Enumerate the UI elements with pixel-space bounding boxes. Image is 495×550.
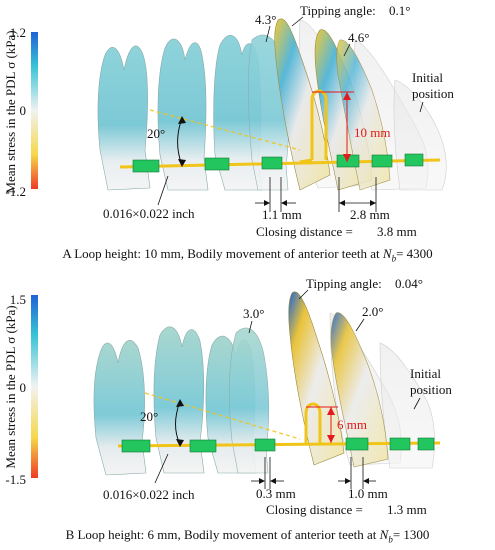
colorbar-zero-label: 0: [20, 103, 27, 118]
gap-annotations: 1.1 mm 2.8 mm Closing distance = 3.8 mm: [255, 177, 417, 239]
anterior-teeth: [274, 18, 391, 191]
closing-distance-value: 1.3 mm: [387, 502, 427, 517]
bracket: [261, 156, 283, 170]
colorbar-max-label: 1.2: [10, 25, 26, 40]
svg-text:Initial: Initial: [412, 70, 443, 85]
panel-a: 1.2 0 -1.2 Mean stress in the PDL σ (kPa…: [0, 0, 495, 270]
gap-small-label: 1.1 mm: [262, 207, 302, 222]
incisor-tooth: [274, 18, 331, 191]
closing-loop: [304, 402, 322, 443]
tipping-angle-left: 3.0°: [243, 306, 264, 321]
canine-tooth: [229, 327, 270, 474]
angle-label: 20°: [140, 409, 158, 424]
caption-letter: B: [65, 527, 75, 542]
panel-b: 1.5 0 -1.5 Mean stress in the PDL σ (kPa…: [0, 273, 495, 550]
bracket: [254, 438, 276, 452]
wire-size-annotation: 0.016×0.022 inch: [103, 175, 195, 221]
gap-annotations: 0.3 mm 1.0 mm Closing distance = 1.3 mm: [251, 457, 427, 517]
loop-height-annotation: 6 mm: [306, 406, 367, 443]
brackets: [132, 153, 424, 173]
colorbar-min-label: -1.5: [5, 472, 26, 487]
caption-text: Loop height: 10 mm, Bodily movement of a…: [74, 246, 380, 261]
caption-n-value: = 4300: [396, 246, 433, 261]
colorbar-min-label: -1.2: [5, 184, 26, 199]
panel-b-figure: 1.5 0 -1.5 Mean stress in the PDL σ (kPa…: [3, 276, 452, 517]
closing-distance-prefix: Closing distance =: [266, 502, 363, 517]
molar-tooth: [93, 340, 147, 476]
wire-size-label: 0.016×0.022 inch: [103, 487, 195, 502]
anterior-teeth: [288, 291, 389, 468]
caption-n-value: = 1300: [392, 527, 430, 542]
tipping-angle-right: 4.6°: [348, 30, 369, 45]
premolar-tooth: [153, 326, 205, 474]
wire-size-annotation: 0.016×0.022 inch: [103, 453, 195, 502]
incisor-tooth: [336, 39, 391, 191]
incisor-tooth: [288, 291, 345, 466]
caption-n-symbol: N: [379, 527, 389, 542]
gap-small-label: 0.3 mm: [256, 486, 296, 501]
incisor-tooth: [330, 312, 389, 468]
initial-position-label: Initial position: [412, 70, 454, 113]
initial-position-label: Initial position: [410, 366, 452, 410]
tipping-angle-value: 0.1°: [389, 3, 410, 18]
tipping-angle-left: 4.3°: [255, 12, 276, 27]
loop-height-label: 10 mm: [354, 125, 390, 140]
colorbar: [31, 295, 38, 478]
tipping-annotations: 4.3° Tipping angle: 0.1° 4.6°: [255, 3, 410, 57]
bracket: [417, 437, 435, 451]
caption-n-subscript: b: [388, 534, 393, 545]
posterior-teeth: [97, 34, 289, 191]
bracket: [371, 154, 393, 168]
caption-letter: A: [62, 246, 71, 261]
caption-n-subscript: b: [391, 253, 397, 264]
closing-distance-prefix: Closing distance =: [256, 224, 353, 239]
molar-tooth: [97, 45, 151, 191]
wire-angle-annotation: 20°: [147, 116, 186, 167]
tipping-angle-right: 2.0°: [362, 304, 383, 319]
bracket: [121, 439, 151, 453]
gap-large-label: 2.8 mm: [350, 207, 390, 222]
bracket: [345, 437, 369, 451]
colorbar-max-label: 1.5: [10, 292, 26, 307]
loop-height-label: 6 mm: [337, 417, 367, 432]
svg-text:position: position: [410, 382, 452, 397]
svg-text:Initial: Initial: [410, 366, 441, 381]
bracket: [389, 437, 411, 451]
colorbar-zero-label: 0: [20, 380, 27, 395]
panel-a-caption: A Loop height: 10 mm, Bodily movement of…: [0, 246, 495, 264]
colorbar: [31, 32, 38, 189]
colorbar-axis-title: Mean stress in the PDL σ (kPa): [3, 305, 18, 468]
bracket: [189, 439, 217, 453]
wire-size-label: 0.016×0.022 inch: [103, 206, 195, 221]
caption-text: Loop height: 6 mm, Bodily movement of an…: [77, 527, 377, 542]
brackets: [121, 437, 435, 453]
panel-a-figure: 1.2 0 -1.2 Mean stress in the PDL σ (kPa…: [3, 3, 454, 239]
panel-b-caption: B Loop height: 6 mm, Bodily movement of …: [0, 527, 495, 545]
gap-large-label: 1.0 mm: [348, 486, 388, 501]
tipping-annotations: 3.0° Tipping angle: 0.04° 2.0°: [243, 276, 423, 334]
bracket: [132, 159, 160, 173]
bracket: [404, 153, 424, 167]
caption-n-symbol: N: [382, 246, 392, 261]
tipping-angle-prefix: Tipping angle:: [300, 3, 376, 18]
loop-height-annotation: 10 mm: [312, 91, 390, 162]
archwire: [117, 392, 441, 448]
tipping-angle-prefix: Tipping angle:: [306, 276, 382, 291]
closing-distance-value: 3.8 mm: [377, 224, 417, 239]
wire-angle-annotation: 20°: [140, 399, 184, 447]
colorbar-axis-title: Mean stress in the PDL σ (kPa): [3, 30, 18, 193]
premolar-tooth: [157, 38, 209, 191]
tipping-angle-value: 0.04°: [395, 276, 423, 291]
angle-label: 20°: [147, 126, 165, 141]
posterior-teeth: [93, 326, 270, 476]
svg-text:position: position: [412, 86, 454, 101]
bracket: [204, 157, 230, 171]
closing-loop: [310, 89, 328, 160]
